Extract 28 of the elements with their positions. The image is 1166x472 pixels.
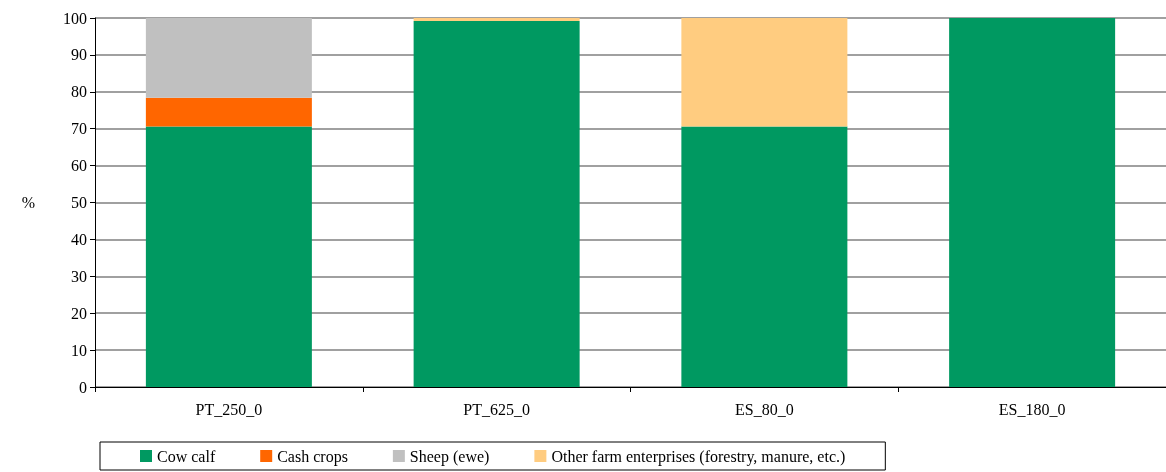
bar (681, 126, 848, 387)
y-axis-title: % (21, 194, 35, 211)
y-tick-label: 40 (71, 230, 87, 248)
x-tick-label: ES_80_0 (735, 400, 794, 418)
y-tick-label: 20 (71, 304, 87, 322)
x-tick-label: PT_250_0 (195, 400, 263, 418)
bar (413, 20, 580, 387)
bar (949, 18, 1116, 387)
y-tick-label: 50 (71, 194, 87, 211)
legend-label: Other farm enterprises (forestry, manure, etc.) (551, 447, 846, 466)
y-tick-label: 10 (71, 341, 87, 359)
bar (145, 126, 312, 387)
legend-label: Cow calf (157, 447, 216, 465)
x-tick-label: PT_625_0 (463, 400, 530, 418)
bar (413, 18, 580, 21)
y-tick-label: 100 (63, 9, 87, 27)
legend-label: Sheep (ewe) (409, 447, 490, 466)
y-tick-label: 30 (71, 267, 87, 285)
y-tick-label: 0 (79, 378, 87, 396)
y-tick-label: 70 (71, 120, 87, 138)
y-tick-label: 60 (71, 157, 87, 175)
bar (681, 18, 848, 127)
x-tick-label: ES_180_0 (998, 400, 1066, 418)
bar (145, 18, 312, 98)
y-tick-label: 80 (71, 83, 87, 101)
legend-label: Cash crops (277, 447, 348, 466)
y-tick-label: 90 (71, 46, 87, 64)
bar (145, 97, 312, 127)
